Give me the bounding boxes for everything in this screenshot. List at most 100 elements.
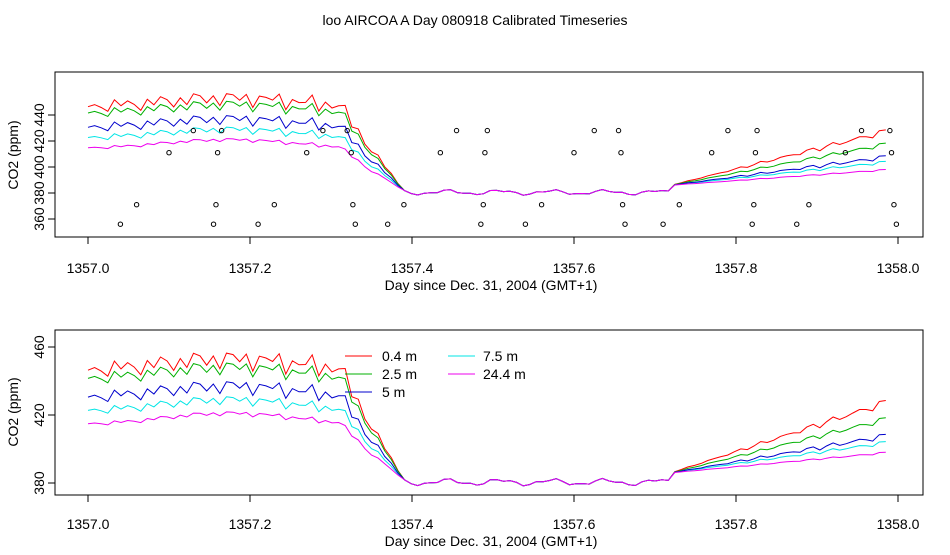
scatter-point-18 (437, 150, 444, 156)
scatter-point-28 (615, 127, 622, 134)
top-y-ticks: 360 380 400 420 440 (31, 103, 55, 231)
legend-label-0-4m: 0.4 m (382, 348, 417, 364)
scatter-point-8 (255, 221, 261, 227)
scatter-point-47 (893, 221, 900, 227)
scatter-point-5 (213, 202, 219, 208)
scatter-point-1 (133, 202, 140, 208)
bottom-x-axis-label: Day since Dec. 31, 2004 (GMT+1) (385, 533, 598, 549)
scatter-point-43 (858, 127, 865, 134)
x-tick-label-3: 1357.6 (553, 260, 596, 276)
scatter-point-37 (751, 202, 757, 208)
legend: 0.4 m 7.5 m 2.5 m 24.4 m 5 m (345, 348, 526, 400)
y-tick-label-2: 460 (31, 335, 47, 359)
scatter-point-41 (806, 202, 812, 208)
scatter-point-39 (754, 127, 760, 134)
legend-label-2-5m: 2.5 m (382, 366, 417, 382)
top-x-ticks: 1357.0 1357.2 1357.4 1357.6 1357.8 1358.0 (67, 237, 920, 276)
scatter-point-23 (484, 127, 491, 134)
scatter-point-10 (304, 150, 310, 156)
series-line-s244 (87, 138, 886, 196)
x-tick-label-5: 1358.0 (877, 260, 920, 276)
top-series-lines (87, 93, 886, 196)
series-line-s5 (87, 381, 886, 487)
scatter-point-45 (888, 150, 895, 156)
series-line-s75 (87, 126, 886, 196)
series-line-s5 (87, 115, 886, 196)
scatter-point-40 (794, 221, 800, 227)
bottom-y-axis-label: CO2 (ppm) (5, 377, 21, 446)
scatter-point-6 (214, 150, 221, 156)
top-x-axis-label: Day since Dec. 31, 2004 (GMT+1) (385, 277, 598, 293)
scatter-point-24 (522, 221, 529, 227)
y-tick-label-1: 420 (31, 403, 47, 427)
y-tick-label-3: 420 (31, 129, 47, 153)
scatter-point-20 (478, 221, 484, 227)
scatter-point-17 (401, 202, 407, 208)
scatter-point-21 (480, 202, 486, 208)
x-tick-label-2: 1357.4 (391, 516, 434, 532)
bottom-series-lines (87, 352, 886, 487)
scatter-point-30 (619, 202, 626, 208)
scatter-point-9 (271, 202, 277, 208)
scatter-point-7 (218, 127, 225, 134)
top-scatter-markers (117, 127, 900, 227)
scatter-point-44 (887, 127, 893, 134)
scatter-point-19 (453, 127, 460, 134)
scatter-point-12 (344, 127, 350, 134)
scatter-point-36 (749, 221, 755, 227)
x-tick-label-0: 1357.0 (67, 516, 110, 532)
y-tick-label-0: 380 (31, 471, 47, 495)
scatter-point-34 (709, 150, 715, 156)
top-y-axis-label: CO2 (ppm) (5, 120, 21, 189)
scatter-point-33 (676, 202, 682, 208)
x-tick-label-5: 1358.0 (877, 516, 920, 532)
scatter-point-29 (618, 150, 624, 156)
legend-label-24-4m: 24.4 m (483, 366, 526, 382)
scatter-point-25 (538, 202, 545, 208)
series-line-s04 (87, 93, 886, 196)
x-tick-label-1: 1357.2 (229, 260, 272, 276)
scatter-point-11 (320, 127, 326, 134)
bottom-y-ticks: 380 420 460 (31, 335, 55, 495)
scatter-point-16 (385, 221, 391, 227)
scatter-point-14 (350, 202, 356, 208)
x-tick-label-0: 1357.0 (67, 260, 110, 276)
bottom-panel: CO2 (ppm) Day since Dec. 31, 2004 (GMT+1… (5, 329, 924, 549)
series-line-s25 (87, 100, 886, 196)
x-tick-label-1: 1357.2 (229, 516, 272, 532)
y-tick-label-2: 400 (31, 155, 47, 179)
bottom-plot-frame (54, 329, 924, 496)
x-tick-label-2: 1357.4 (391, 260, 434, 276)
legend-label-7-5m: 7.5 m (483, 348, 518, 364)
bottom-x-ticks: 1357.0 1357.2 1357.4 1357.6 1357.8 1358.0 (67, 495, 920, 532)
scatter-point-15 (352, 221, 358, 227)
x-tick-label-3: 1357.6 (553, 516, 596, 532)
top-plot-frame (54, 71, 924, 238)
scatter-point-32 (660, 221, 666, 227)
chart-title: loo AIRCOA A Day 080918 Calibrated Times… (322, 12, 627, 28)
scatter-point-46 (891, 202, 897, 208)
scatter-point-4 (210, 221, 217, 227)
scatter-point-3 (190, 127, 197, 134)
y-tick-label-4: 440 (31, 103, 47, 127)
scatter-point-2 (166, 150, 172, 156)
x-tick-label-4: 1357.8 (715, 516, 758, 532)
y-tick-label-1: 380 (31, 181, 47, 205)
series-line-s244 (87, 411, 886, 487)
legend-label-5m: 5 m (382, 384, 405, 400)
scatter-point-31 (622, 221, 628, 227)
scatter-point-22 (482, 150, 488, 156)
scatter-point-13 (348, 150, 354, 156)
top-panel: CO2 (ppm) Day since Dec. 31, 2004 (GMT+1… (5, 71, 924, 293)
scatter-point-0 (117, 221, 124, 227)
scatter-point-35 (725, 127, 731, 134)
y-tick-label-0: 360 (31, 207, 47, 231)
series-line-s75 (87, 396, 886, 487)
scatter-point-42 (842, 150, 849, 156)
scatter-point-27 (591, 127, 597, 134)
scatter-point-26 (571, 150, 577, 156)
scatter-point-38 (752, 150, 759, 156)
x-tick-label-4: 1357.8 (715, 260, 758, 276)
